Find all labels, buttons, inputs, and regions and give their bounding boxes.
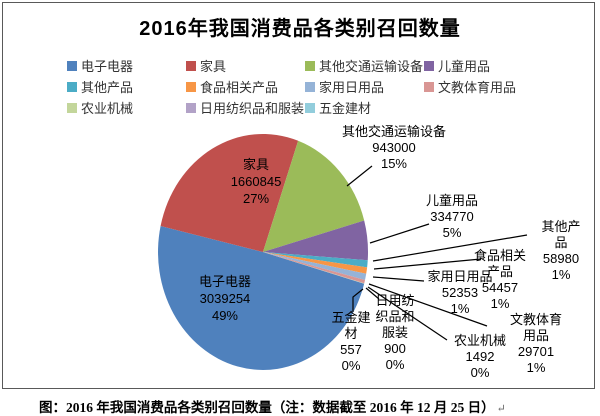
pie-slice-7[interactable] xyxy=(263,252,367,280)
leader-lines xyxy=(346,165,528,341)
pie-slice-5[interactable] xyxy=(263,252,368,268)
chart-title: 2016年我国消费品各类别召回数量 xyxy=(139,18,461,40)
legend-label: 农业机械 xyxy=(81,101,134,116)
legend-item-4[interactable]: 儿童用品 xyxy=(424,56,490,75)
pie-slice-2[interactable] xyxy=(160,133,299,252)
pie-callout-label-7: 家用日用品 52353 1% xyxy=(427,269,493,316)
legend-item-5[interactable]: 其他产品 xyxy=(67,77,133,96)
leader-line xyxy=(346,165,373,187)
pie-slice-8[interactable] xyxy=(263,252,366,284)
legend-swatch-icon xyxy=(305,60,315,71)
legend-label: 家用日用品 xyxy=(319,80,385,95)
legend-item-6[interactable]: 食品相关产品 xyxy=(186,77,278,96)
pie-callout-label-4: 儿童用品 334770 5% xyxy=(425,193,479,240)
legend-label: 儿童用品 xyxy=(438,59,491,74)
pie-callout-label-5: 其他产品 58980 1% xyxy=(541,219,581,282)
legend-swatch-icon xyxy=(186,81,196,92)
leader-line xyxy=(372,276,425,282)
legend-swatch-icon xyxy=(67,60,77,71)
legend-swatch-icon xyxy=(67,81,77,92)
leader-line xyxy=(365,287,380,300)
legend-label: 文教体育用品 xyxy=(438,80,517,95)
pie-callout-label-6: 食品相关 产品 54457 1% xyxy=(473,248,527,311)
legend-item-3[interactable]: 其他交通运输设备 xyxy=(305,56,423,75)
figure-caption: 图：2016 年我国消费品各类别召回数量（注：数据截至 2016 年 12 月 … xyxy=(39,396,506,416)
leader-line xyxy=(372,234,528,262)
legend-item-9[interactable]: 农业机械 xyxy=(67,98,133,117)
pie-callout-label-3: 其他交通运输设备 943000 15% xyxy=(341,124,447,171)
pie-callout-label-8: 文教体育用品 29701 1% xyxy=(509,312,562,375)
legend-swatch-icon xyxy=(305,102,315,113)
legend-item-1[interactable]: 电子电器 xyxy=(67,56,133,75)
pie-slice-6[interactable] xyxy=(263,252,368,274)
legend-swatch-icon xyxy=(186,102,196,113)
leader-line xyxy=(369,223,430,244)
pie-inside-label-1: 电子电器 3039254 49% xyxy=(198,274,252,323)
legend-label: 其他产品 xyxy=(81,80,134,95)
legend-swatch-icon xyxy=(67,102,77,113)
legend-swatch-icon xyxy=(186,60,196,71)
legend-item-10[interactable]: 日用纺织品和服装 xyxy=(186,98,304,117)
legend-label: 食品相关产品 xyxy=(200,80,279,95)
legend-item-2[interactable]: 家具 xyxy=(186,56,226,75)
legend-label: 其他交通运输设备 xyxy=(319,59,424,74)
leader-line xyxy=(368,283,488,327)
pie-slice-4[interactable] xyxy=(263,220,368,261)
legend-swatch-icon xyxy=(424,81,434,92)
pie-inside-label-2: 家具 1660845 27% xyxy=(230,157,282,206)
pie-slice-1[interactable] xyxy=(158,225,365,370)
pie-callout-label-11: 五金建 材 557 0% xyxy=(331,310,371,373)
legend-item-7[interactable]: 家用日用品 xyxy=(305,77,384,96)
legend-label: 电子电器 xyxy=(81,59,134,74)
leader-line xyxy=(373,258,482,270)
pie-slice-9[interactable] xyxy=(263,252,365,284)
pie-slice-11[interactable] xyxy=(263,252,365,284)
legend-label: 五金建材 xyxy=(319,101,372,116)
leader-line xyxy=(367,286,448,341)
legend-swatch-icon xyxy=(424,60,434,71)
paragraph-mark-icon: ↵ xyxy=(496,403,506,415)
pie-callout-label-10: 日用纺 织品和 服装 900 0% xyxy=(375,293,415,372)
pie-callout-label-9: 农业机械 1492 0% xyxy=(453,333,507,380)
legend-item-11[interactable]: 五金建材 xyxy=(305,98,371,117)
pie-slice-3[interactable] xyxy=(263,140,365,252)
leader-line xyxy=(352,288,364,312)
caption-text: 图：2016 年我国消费品各类别召回数量（注：数据截至 2016 年 12 月 … xyxy=(39,400,495,415)
legend-label: 日用纺织品和服装 xyxy=(200,101,305,116)
legend-label: 家具 xyxy=(200,59,227,74)
legend-swatch-icon xyxy=(305,81,315,92)
legend-item-8[interactable]: 文教体育用品 xyxy=(424,77,516,96)
pie-slice-10[interactable] xyxy=(263,252,365,284)
